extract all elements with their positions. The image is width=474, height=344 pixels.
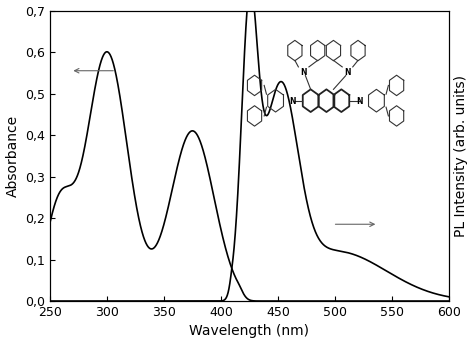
Text: N: N [289, 97, 295, 106]
Y-axis label: PL Intensity (arb. units): PL Intensity (arb. units) [455, 75, 468, 237]
Text: N: N [356, 97, 363, 106]
Y-axis label: Absorbance: Absorbance [6, 115, 19, 197]
Text: N: N [301, 68, 307, 77]
X-axis label: Wavelength (nm): Wavelength (nm) [190, 324, 310, 338]
Text: N: N [344, 68, 351, 77]
